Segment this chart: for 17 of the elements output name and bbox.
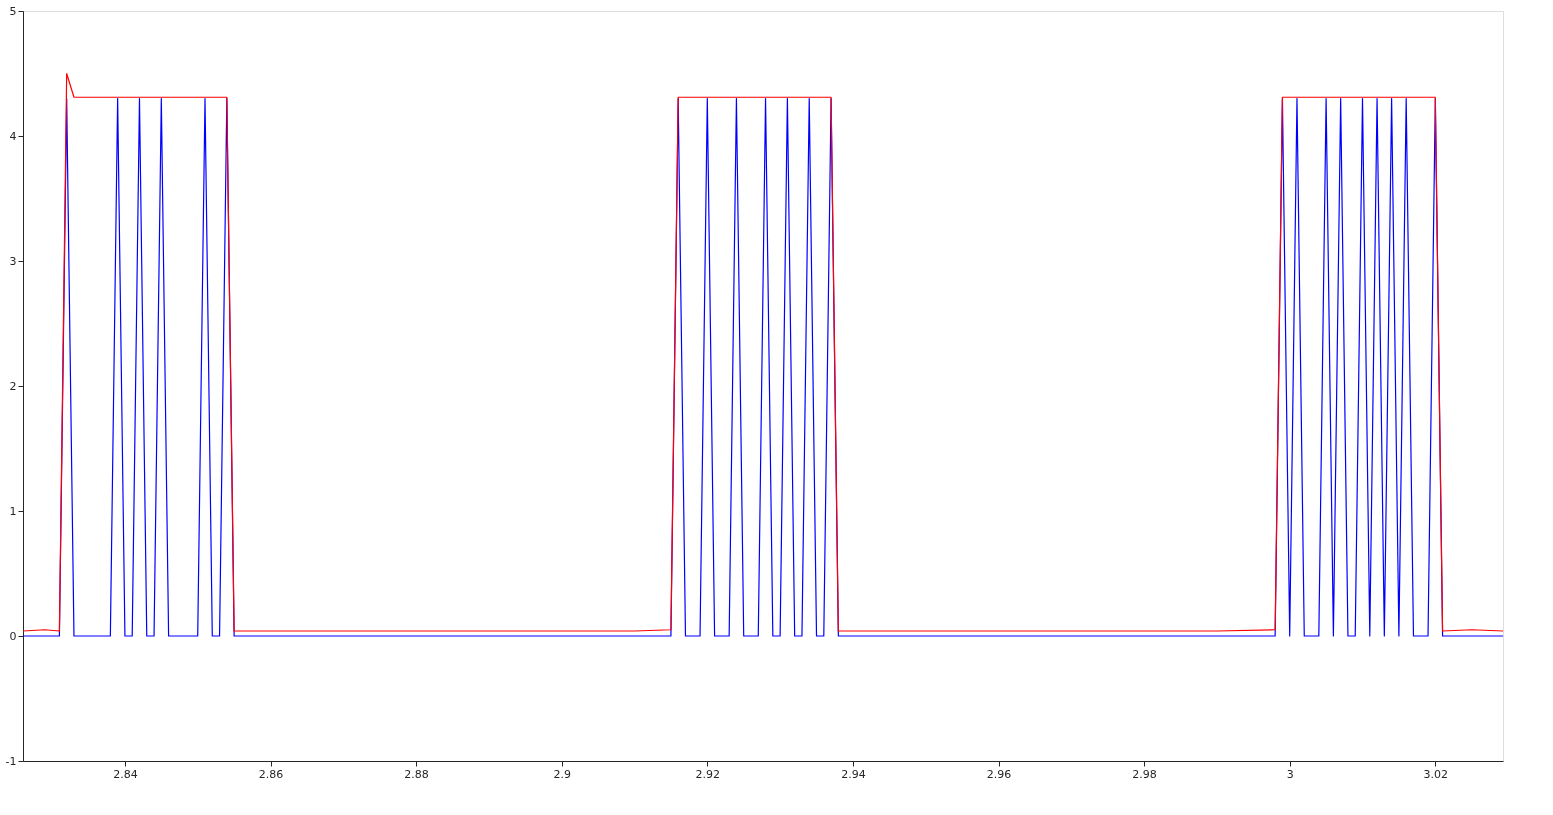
x-tick-label: 2.88 xyxy=(404,767,429,781)
y-tick-label: 1 xyxy=(9,504,17,518)
x-tick-label: 2.94 xyxy=(841,767,866,781)
x-tick-label: 3.02 xyxy=(1423,767,1449,781)
x-tick-label: 2.9 xyxy=(553,767,571,781)
y-tick-label: 5 xyxy=(9,4,17,18)
y-tick-label: -1 xyxy=(5,754,17,768)
x-tick-label: 3 xyxy=(1286,767,1294,781)
y-tick-label: 0 xyxy=(9,629,17,643)
x-tick-label: 2.98 xyxy=(1132,767,1157,781)
y-tick-label: 3 xyxy=(9,254,17,268)
y-tick-label: 2 xyxy=(9,379,17,393)
x-tick-label: 2.84 xyxy=(113,767,138,781)
y-tick-label: 4 xyxy=(9,129,17,143)
x-tick-label: 2.96 xyxy=(986,767,1012,781)
x-tick-label: 2.92 xyxy=(695,767,721,781)
x-tick-label: 2.86 xyxy=(258,767,284,781)
